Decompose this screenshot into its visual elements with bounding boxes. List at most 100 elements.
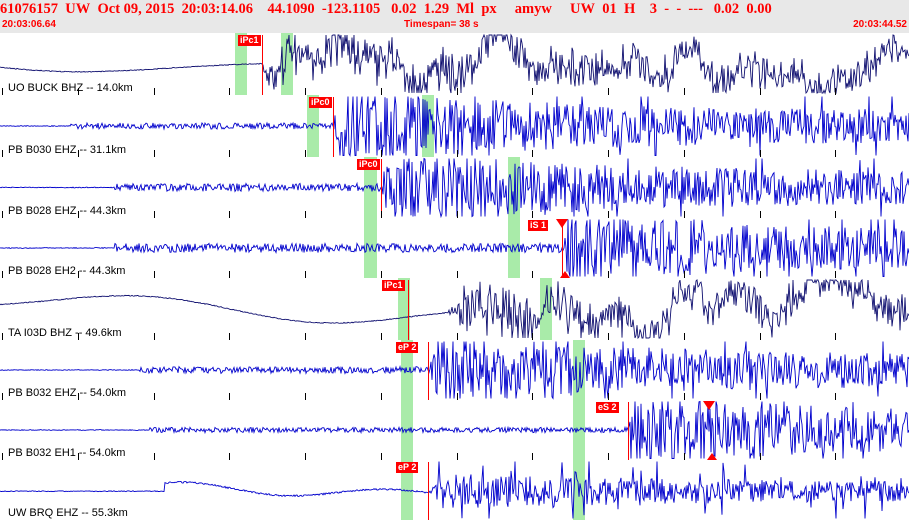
time-tick (381, 453, 382, 460)
waveform-trace (0, 157, 909, 218)
phase-pick-line[interactable] (408, 280, 409, 340)
time-tick (229, 393, 230, 400)
time-tick (608, 88, 609, 95)
channel-label: PB B028 EHZ -- 44.3km (8, 205, 126, 217)
trace-panel-b030-ehz[interactable]: iPc0 PB B030 EHZ -- 31.1km (0, 95, 909, 157)
waveform-trace (0, 461, 909, 519)
time-tick (684, 211, 685, 218)
phase-pick-line[interactable] (333, 97, 334, 157)
phase-pick-label[interactable]: eS 2 (596, 402, 619, 413)
channel-label: PB B030 EHZ -- 31.1km (8, 144, 126, 156)
time-tick (381, 333, 382, 340)
trace-panel-brq-ehz[interactable]: eP 2 UW BRQ EHZ -- 55.3km (0, 460, 909, 520)
time-tick (381, 393, 382, 400)
time-tick (229, 271, 230, 278)
phase-pick-label[interactable]: iPc0 (309, 97, 332, 108)
phase-pick-label[interactable]: iPc0 (357, 159, 380, 170)
time-tick (305, 393, 306, 400)
time-tick (154, 88, 155, 95)
event-summary-line: 61076157 UW Oct 09, 2015 20:03:14.06 44.… (0, 1, 909, 17)
time-tick (760, 150, 761, 157)
phase-pick-line[interactable] (428, 462, 429, 520)
time-tick (608, 453, 609, 460)
event-magnitude: 1.29 (423, 1, 450, 17)
time-tick (78, 453, 79, 460)
time-tick (154, 271, 155, 278)
time-tick (835, 88, 836, 95)
time-tick (154, 150, 155, 157)
time-tick (684, 333, 685, 340)
time-tick (532, 88, 533, 95)
phase-pick-line[interactable] (262, 35, 263, 95)
time-tick (2, 88, 3, 95)
time-tick (381, 271, 382, 278)
trace-panel-i03d-bhz[interactable]: iPc1 TA I03D BHZ -- 49.6km (0, 278, 909, 340)
phase-pick-line[interactable] (428, 342, 429, 400)
event-magnitude-type: Ml (456, 1, 475, 17)
time-tick (835, 453, 836, 460)
phase-pick-label[interactable]: eP 2 (396, 462, 419, 473)
time-tick (532, 393, 533, 400)
phase-pick-label[interactable]: iPc1 (382, 280, 405, 291)
trace-panel-b028-ehz[interactable]: iPc0 PB B028 EHZ -- 44.3km (0, 157, 909, 218)
time-tick (305, 333, 306, 340)
channel-label: UW BRQ EHZ -- 55.3km (8, 507, 128, 519)
trace-panel-b032-eh1[interactable]: eS 2 PB B032 EH1 -- 54.0km (0, 400, 909, 460)
time-tick (78, 211, 79, 218)
time-tick (760, 211, 761, 218)
phase-pick-label[interactable]: eP 2 (396, 342, 419, 353)
waveform-trace (0, 400, 909, 459)
time-tick (532, 453, 533, 460)
window-start-time: 20:03:06.64 (2, 19, 56, 30)
event-id: 61076157 (0, 1, 58, 17)
time-tick (154, 333, 155, 340)
time-tick (760, 333, 761, 340)
time-tick (78, 150, 79, 157)
trace-panel-buck-bhz[interactable]: iPc1 UO BUCK BHZ -- 14.0km (0, 33, 909, 95)
time-tick (78, 88, 79, 95)
time-tick (305, 150, 306, 157)
time-tick (229, 453, 230, 460)
pick-polarity-up-icon (560, 271, 570, 278)
time-tick (2, 393, 3, 400)
time-axis-ticks-upper (0, 88, 909, 95)
event-network: UW (65, 1, 91, 17)
time-tick (684, 88, 685, 95)
pick-polarity-up-icon (707, 453, 717, 460)
time-tick (229, 150, 230, 157)
time-tick (760, 453, 761, 460)
waveform-trace (0, 278, 909, 340)
phase-pick-line[interactable] (381, 159, 382, 218)
event-dash-2: - (676, 1, 682, 17)
phase-pick-label[interactable]: iS 1 (528, 220, 549, 231)
event-error: 0.00 (746, 1, 772, 17)
time-tick (684, 271, 685, 278)
time-tick (457, 150, 458, 157)
time-tick (381, 88, 382, 95)
time-tick (2, 150, 3, 157)
time-tick (532, 333, 533, 340)
event-phase-count: 3 (649, 1, 657, 17)
trace-panel-b028-eh2[interactable]: iS 1 PB B028 EH2 -- 44.3km (0, 218, 909, 278)
phase-pick-label[interactable]: iPc1 (238, 35, 261, 46)
time-tick (608, 150, 609, 157)
time-tick (684, 393, 685, 400)
time-tick (78, 333, 79, 340)
pick-polarity-down-icon (703, 401, 715, 410)
time-tick (457, 211, 458, 218)
time-tick (2, 453, 3, 460)
event-quality: H (623, 1, 636, 17)
time-tick (835, 271, 836, 278)
trace-panel-b032-ehz[interactable]: eP 2 PB B032 EHZ -- 54.0km (0, 340, 909, 400)
phase-pick-line[interactable] (562, 220, 563, 278)
event-version: 01 (602, 1, 617, 17)
phase-pick-line[interactable] (628, 402, 629, 460)
event-header: 61076157 UW Oct 09, 2015 20:03:14.06 44.… (0, 0, 909, 33)
waveform-trace (0, 96, 909, 157)
time-tick (760, 271, 761, 278)
waveform-trace (0, 219, 909, 277)
time-tick (154, 393, 155, 400)
time-axis-ticks-upper (0, 393, 909, 400)
time-tick (760, 393, 761, 400)
time-tick (532, 211, 533, 218)
